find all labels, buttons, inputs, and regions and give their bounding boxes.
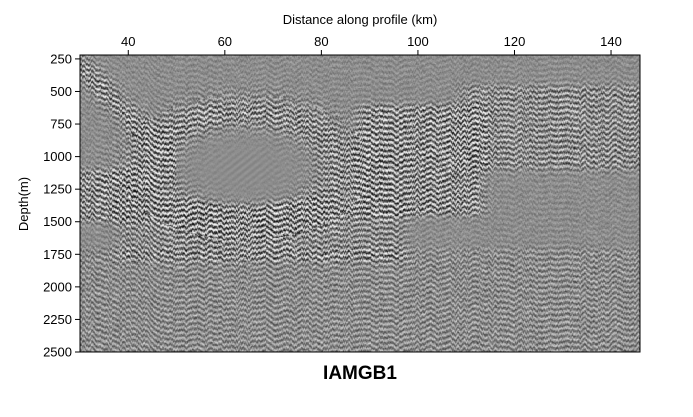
y-tick-label: 2500 <box>43 345 72 360</box>
chart-title: IAMGB1 <box>323 363 397 384</box>
x-tick-label: 80 <box>314 34 328 49</box>
x-tick-label: 60 <box>218 34 232 49</box>
y-tick-label: 1000 <box>43 149 72 164</box>
y-axis-ticks: 250 500 750 1000 1250 1500 1750 2000 2250 2500 <box>43 51 80 360</box>
plot-frame <box>79 54 641 353</box>
y-axis-title: Depth(m) <box>16 177 31 231</box>
x-tick-label: 140 <box>600 34 622 49</box>
x-axis-ticks: 40 60 80 100 120 140 <box>121 34 622 55</box>
x-tick-label: 40 <box>121 34 135 49</box>
y-tick-label: 2250 <box>43 312 72 327</box>
y-tick-label: 1750 <box>43 247 72 262</box>
y-tick-label: 750 <box>50 117 72 132</box>
y-tick-label: 1250 <box>43 182 72 197</box>
y-tick-label: 250 <box>50 51 72 66</box>
x-tick-label: 120 <box>504 34 526 49</box>
y-tick-label: 2000 <box>43 279 72 294</box>
seismic-image <box>80 55 640 352</box>
x-axis-title: Distance along profile (km) <box>283 12 438 27</box>
y-tick-label: 500 <box>50 84 72 99</box>
y-tick-label: 1500 <box>43 214 72 229</box>
seismic-amplitude-image <box>80 55 640 352</box>
x-tick-label: 100 <box>407 34 429 49</box>
